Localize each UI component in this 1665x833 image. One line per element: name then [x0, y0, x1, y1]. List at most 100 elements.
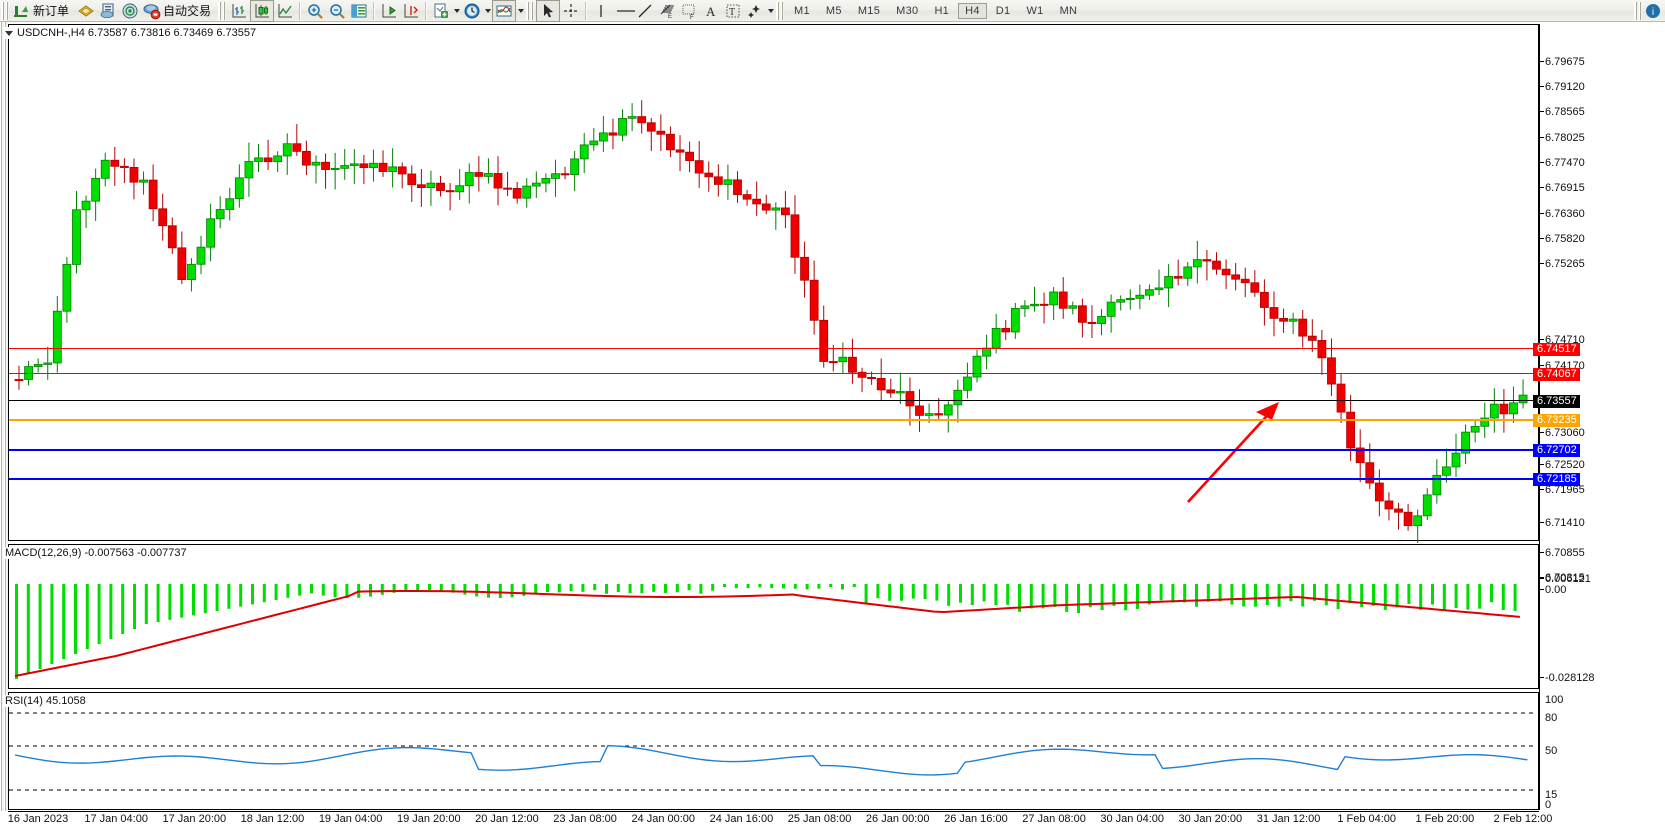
candle-body [1307, 335, 1317, 341]
vertical-line-button[interactable] [590, 1, 612, 21]
time-axis-label: 19 Jan 20:00 [396, 813, 461, 825]
timeframe-h4[interactable]: H4 [958, 2, 987, 19]
toolbar-grip-3[interactable] [526, 1, 535, 20]
chart-left-scroll-grip[interactable] [0, 22, 8, 811]
zoom-in-button[interactable] [304, 1, 326, 21]
auto-scroll-button[interactable] [400, 1, 422, 21]
data-window-button[interactable] [97, 1, 119, 21]
macd-axis-tick [1539, 677, 1544, 678]
candle-body [1049, 291, 1059, 306]
trendline-button[interactable] [634, 1, 656, 21]
candle-body [800, 256, 809, 281]
macd-histogram-bar [1478, 584, 1482, 609]
navigator-button[interactable] [119, 1, 141, 21]
rsi-axis-label: 80 [1545, 712, 1558, 724]
channel-button[interactable]: F [678, 1, 700, 21]
candle-body [589, 140, 599, 146]
bar-chart-button[interactable] [228, 1, 250, 21]
timeframe-m1[interactable]: M1 [794, 4, 810, 17]
shapes-button[interactable] [744, 1, 766, 21]
macd-histogram-bar [369, 584, 372, 597]
text-label-button[interactable]: T [722, 1, 744, 21]
uptrend-arrow-icon[interactable] [1180, 392, 1290, 507]
macd-histogram-bar [1348, 584, 1352, 604]
macd-histogram-bar [1254, 584, 1257, 607]
candle-body [828, 361, 838, 364]
timeframe-m5[interactable]: M5 [825, 4, 842, 17]
new-chart-button[interactable] [430, 1, 452, 21]
candle-body [1001, 327, 1011, 333]
candle-body [1020, 305, 1030, 309]
toolbar-grip[interactable] [1, 1, 9, 20]
support-line-orange[interactable] [9, 419, 1533, 421]
macd-histogram-bar [1407, 584, 1411, 604]
candle-body [445, 190, 455, 193]
macd-axis-label: 0.006121 [1545, 573, 1591, 585]
new-chart-dropdown-arrow[interactable] [452, 2, 461, 20]
timeframe-m15[interactable]: M15 [857, 4, 881, 17]
macd-histogram-bar [1242, 584, 1246, 607]
timeframe-w1[interactable]: W1 [1026, 4, 1044, 17]
auto-trading-button[interactable]: 自动交易 [141, 1, 217, 21]
zoom-out-button[interactable] [326, 1, 348, 21]
templates-button[interactable] [492, 0, 517, 22]
macd-histogram-bar [994, 584, 998, 606]
periods-dropdown-arrow[interactable] [483, 2, 492, 20]
candle-body [349, 163, 359, 166]
macd-histogram-bar [1466, 584, 1470, 610]
macd-histogram-bar [581, 584, 585, 592]
chart-collapse-icon[interactable] [5, 30, 13, 36]
chart-area[interactable]: USDCNH-,H4 6.73587 6.73816 6.73469 6.735… [0, 22, 1665, 833]
crosshair-button[interactable] [560, 1, 582, 21]
toolbar-grip-5[interactable] [1634, 1, 1642, 20]
line-chart-button[interactable] [274, 1, 296, 21]
periods-icon [463, 2, 481, 20]
price-tag-resistance-2: 6.74067 [1533, 368, 1580, 381]
macd-histogram-bar [569, 584, 573, 592]
support-line-blue-1[interactable] [9, 449, 1533, 451]
timeframe-mn[interactable]: MN [1059, 4, 1078, 17]
timeframe-m30[interactable]: M30 [896, 4, 919, 17]
price-axis-tick [1539, 162, 1544, 163]
candle-body [369, 162, 378, 168]
toolbar-grip-2[interactable] [218, 1, 227, 20]
text-button[interactable]: A [700, 1, 722, 21]
periods-button[interactable] [461, 1, 483, 21]
candlestick-chart-button[interactable] [250, 0, 275, 22]
new-order-button[interactable]: 新订单 [11, 1, 75, 21]
toolbar-grip-4[interactable] [776, 1, 785, 20]
candle-body [1269, 307, 1279, 319]
candle-body [215, 209, 225, 220]
candle-body [464, 172, 474, 187]
templates-dropdown-arrow[interactable] [516, 2, 525, 20]
macd-histogram-bar [746, 584, 750, 589]
macd-histogram-bar [959, 584, 962, 603]
price-tag-resistance-1: 6.74517 [1533, 343, 1580, 356]
line-chart-icon [276, 2, 294, 20]
shapes-dropdown-arrow[interactable] [766, 2, 775, 20]
candle-body [158, 208, 168, 227]
macd-histogram-bar [852, 584, 856, 588]
price-chart-panel[interactable] [8, 24, 1539, 541]
resistance-line-2[interactable] [9, 373, 1533, 374]
candle-body [139, 179, 148, 183]
candle-body [694, 160, 704, 174]
expert-advisors-button[interactable] [75, 1, 97, 21]
price-axis-tick [1539, 137, 1544, 138]
timeframe-h1[interactable]: H1 [934, 4, 950, 17]
fibonacci-button[interactable]: E [656, 1, 678, 21]
help-icon[interactable]: i [1644, 2, 1662, 20]
resistance-line-1[interactable] [9, 348, 1533, 349]
chart-shift-button[interactable] [378, 1, 400, 21]
horizontal-line-button[interactable] [612, 1, 636, 21]
cursor-button[interactable] [536, 0, 561, 22]
chart-grid-button[interactable] [348, 1, 370, 21]
channel-icon: F [680, 2, 698, 21]
macd-histogram-bar [675, 584, 679, 593]
macd-panel[interactable] [8, 544, 1539, 689]
macd-histogram-bar [74, 584, 77, 654]
price-axis-label: 6.78025 [1545, 132, 1585, 144]
timeframe-d1[interactable]: D1 [995, 4, 1011, 17]
toolbar-separator-4 [585, 1, 588, 20]
support-line-blue-2[interactable] [9, 478, 1533, 480]
